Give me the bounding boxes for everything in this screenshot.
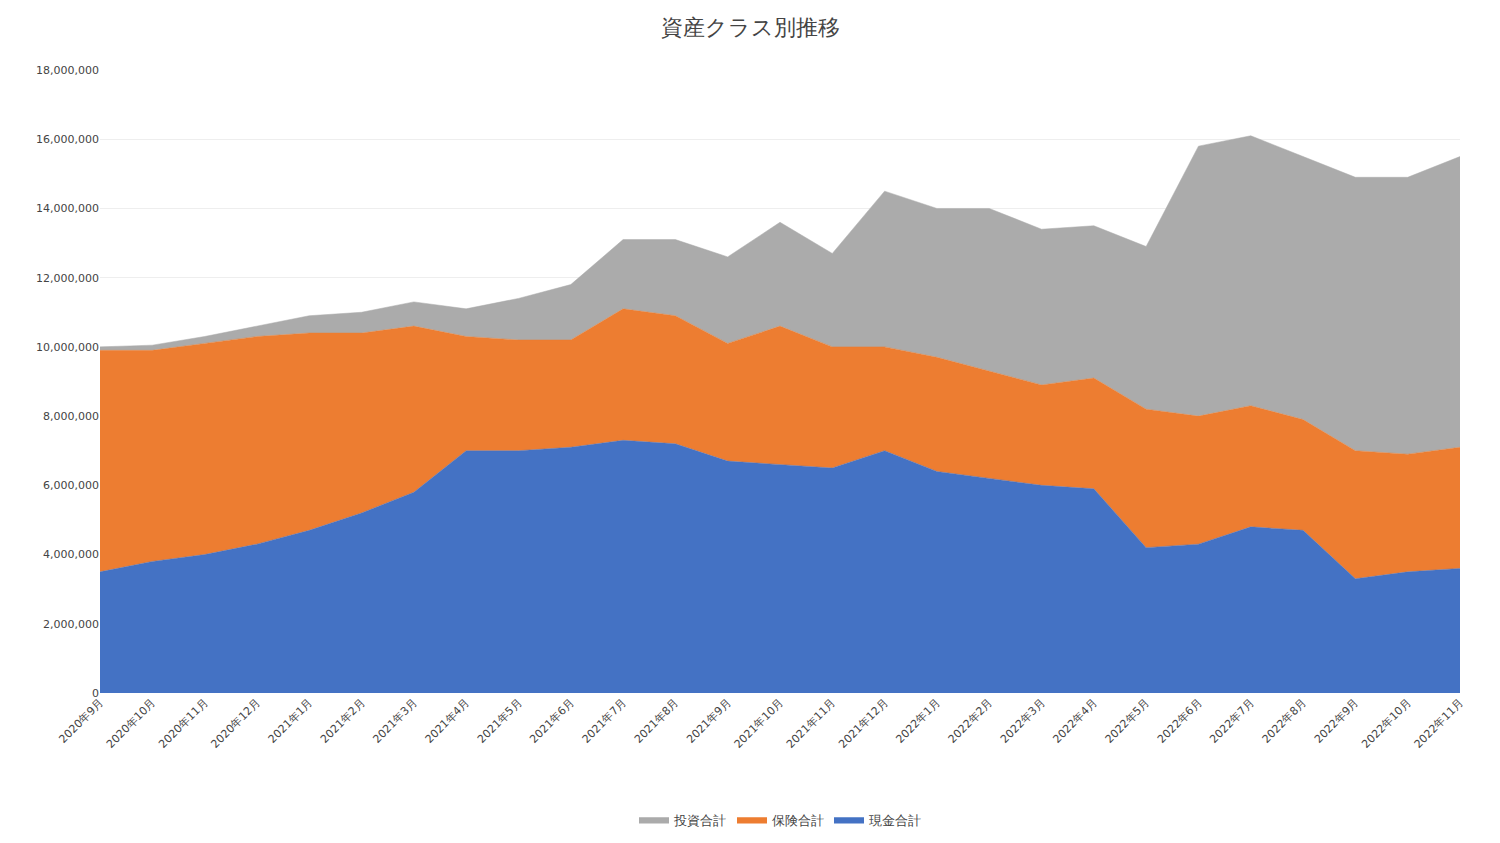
svg-text:2020年12月: 2020年12月 [208, 696, 262, 750]
svg-text:14,000,000: 14,000,000 [36, 202, 99, 215]
svg-text:2020年11月: 2020年11月 [156, 696, 210, 750]
svg-text:2021年4月: 2021年4月 [423, 696, 472, 745]
svg-text:2022年10月: 2022年10月 [1359, 696, 1413, 750]
svg-text:2021年5月: 2021年5月 [475, 696, 524, 745]
svg-text:2022年7月: 2022年7月 [1207, 696, 1256, 745]
svg-text:2021年12月: 2021年12月 [836, 696, 890, 750]
svg-text:2022年4月: 2022年4月 [1050, 696, 1099, 745]
svg-text:18,000,000: 18,000,000 [36, 64, 99, 77]
svg-text:2021年11月: 2021年11月 [784, 696, 838, 750]
svg-text:2022年2月: 2022年2月 [946, 696, 995, 745]
svg-text:16,000,000: 16,000,000 [36, 133, 99, 146]
svg-text:2022年3月: 2022年3月 [998, 696, 1047, 745]
svg-text:2022年6月: 2022年6月 [1155, 696, 1204, 745]
svg-text:2022年11月: 2022年11月 [1412, 696, 1466, 750]
svg-text:6,000,000: 6,000,000 [43, 479, 99, 492]
svg-text:2021年6月: 2021年6月 [527, 696, 576, 745]
svg-text:10,000,000: 10,000,000 [36, 341, 99, 354]
svg-text:2022年8月: 2022年8月 [1260, 696, 1309, 745]
svg-text:2021年10月: 2021年10月 [732, 696, 786, 750]
svg-text:保険合計: 保険合計 [772, 813, 824, 828]
svg-text:2021年1月: 2021年1月 [266, 696, 315, 745]
svg-text:資産クラス別推移: 資産クラス別推移 [661, 15, 840, 40]
svg-text:8,000,000: 8,000,000 [43, 410, 99, 423]
svg-text:2022年1月: 2022年1月 [893, 696, 942, 745]
svg-text:0: 0 [92, 687, 99, 700]
svg-text:4,000,000: 4,000,000 [43, 548, 99, 561]
svg-text:2020年10月: 2020年10月 [104, 696, 158, 750]
svg-text:2021年9月: 2021年9月 [684, 696, 733, 745]
svg-text:2021年7月: 2021年7月 [580, 696, 629, 745]
svg-text:投資合計: 投資合計 [673, 813, 726, 828]
svg-text:2,000,000: 2,000,000 [43, 618, 99, 631]
svg-text:2022年9月: 2022年9月 [1312, 696, 1361, 745]
svg-text:2021年8月: 2021年8月 [632, 696, 681, 745]
svg-text:2021年2月: 2021年2月 [318, 696, 367, 745]
svg-text:2020年9月: 2020年9月 [57, 696, 106, 745]
svg-text:2022年5月: 2022年5月 [1103, 696, 1152, 745]
svg-text:12,000,000: 12,000,000 [36, 272, 99, 285]
svg-text:2021年3月: 2021年3月 [370, 696, 419, 745]
svg-text:現金合計: 現金合計 [869, 813, 921, 828]
